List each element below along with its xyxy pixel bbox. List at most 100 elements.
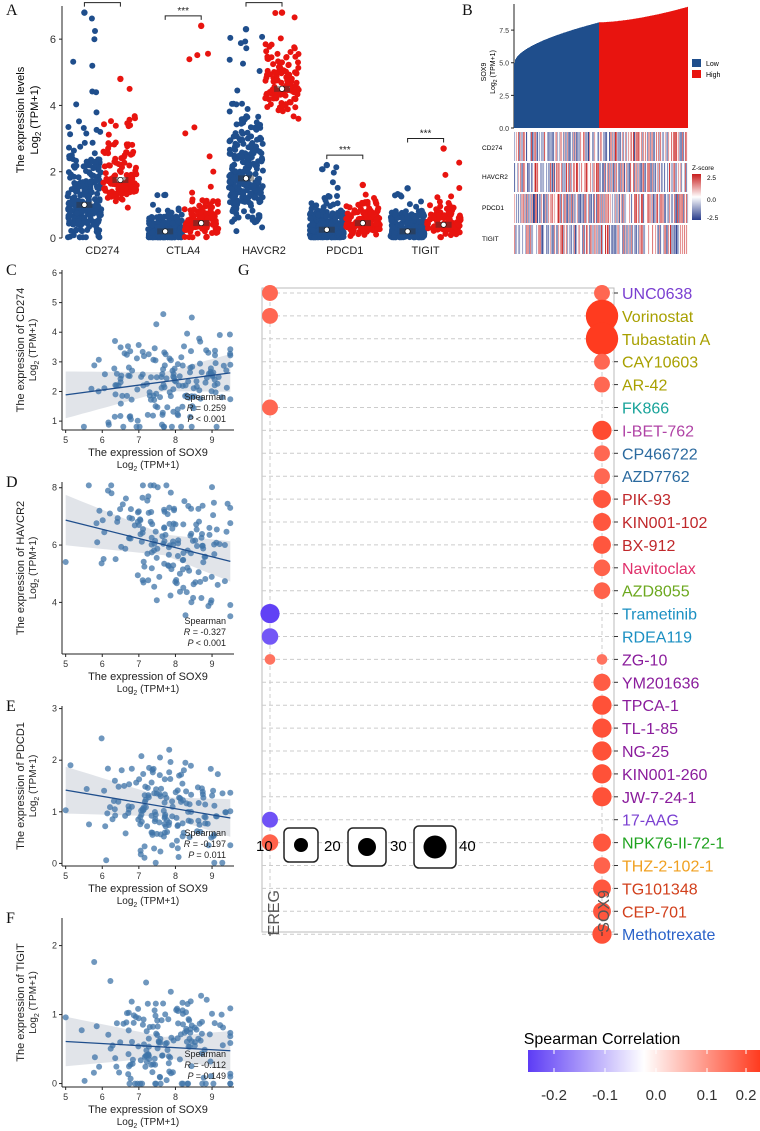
- chart-b-heatmap-cell: [658, 132, 660, 161]
- chart-b-heatmap-cell: [591, 194, 593, 223]
- chart-b-heatmap-cell: [630, 132, 632, 161]
- chart-e-point: [175, 854, 182, 860]
- chart-b-heatmap-cell: [604, 132, 606, 161]
- chart-f-point: [126, 1063, 132, 1070]
- chart-f-point: [164, 1047, 171, 1053]
- chart-a-point: [343, 215, 350, 222]
- chart-g-dot-sox9: [585, 322, 619, 355]
- chart-a-point: [229, 194, 236, 201]
- chart-c-point: [197, 360, 203, 367]
- chart-d-point: [149, 521, 156, 528]
- chart-b-heatmap-cell: [668, 132, 670, 161]
- chart-d-point: [213, 539, 220, 546]
- chart-e-point: [140, 771, 147, 777]
- chart-b-heatmap-cell: [663, 194, 665, 223]
- chart-b-heatmap-cell: [567, 194, 569, 223]
- chart-b-bar-heatmap: 0.02.55.07.5 SOX9 Log2 (TPM+1) Low High …: [481, 4, 721, 254]
- chart-b-heatmap-cell: [640, 225, 642, 254]
- chart-g-drug-label: CP466722: [622, 446, 698, 463]
- chart-a-point: [81, 139, 88, 146]
- chart-b-heatmap-cell: [672, 194, 674, 223]
- chart-g-dot-sox9: [592, 787, 612, 807]
- chart-b-heatmap-cell: [566, 225, 568, 254]
- chart-f-point: [91, 1054, 98, 1061]
- chart-d-point: [139, 482, 146, 489]
- chart-e-point: [172, 789, 179, 796]
- chart-a-point: [93, 177, 99, 184]
- chart-e-point: [104, 810, 111, 817]
- chart-a-point: [205, 50, 211, 57]
- chart-a-median: [198, 220, 205, 226]
- chart-d-point: [154, 545, 161, 552]
- chart-b-heatmap-cell: [558, 194, 560, 223]
- chart-b-heatmap-cell: [665, 132, 667, 161]
- chart-g-column-ereg: EREG: [266, 890, 283, 935]
- chart-e-point: [107, 804, 113, 811]
- chart-f-point: [173, 1007, 180, 1013]
- chart-a-point: [70, 232, 77, 239]
- chart-d-point: [195, 505, 202, 512]
- chart-g-dot-ereg: [262, 399, 278, 416]
- chart-a-point: [93, 109, 100, 116]
- chart-a-point: [255, 113, 262, 120]
- chart-a-point: [449, 205, 456, 212]
- chart-f-point: [146, 1056, 153, 1063]
- chart-a-median: [243, 175, 249, 182]
- chart-d-point: [205, 603, 212, 609]
- chart-b-heatmap-cell: [528, 194, 530, 223]
- chart-b-heatmap-cell: [613, 225, 615, 254]
- chart-b-heatmap-cell: [615, 225, 617, 254]
- chart-f-confidence-band: [65, 1016, 231, 1071]
- chart-a-point: [177, 230, 184, 237]
- chart-b-heatmap-cell: [671, 225, 673, 254]
- chart-a-point: [230, 176, 237, 182]
- chart-c-point: [152, 403, 159, 410]
- chart-e-point: [137, 821, 144, 828]
- chart-d-point: [208, 573, 215, 580]
- chart-g-dot-sox9: [592, 718, 612, 738]
- chart-a-point: [70, 147, 77, 154]
- chart-e-point: [166, 746, 173, 753]
- chart-a-point: [455, 214, 462, 221]
- chart-a-point: [254, 179, 261, 186]
- chart-f-xlabel-2: Log2 (TPM+1): [117, 1117, 180, 1130]
- chart-a-point: [355, 221, 362, 228]
- chart-b-ytick-label: 0.0: [499, 126, 509, 133]
- chart-d-point: [167, 489, 174, 496]
- chart-b-heatmap-cell: [675, 132, 677, 161]
- chart-b-heatmap-cell: [649, 194, 651, 223]
- chart-b-heatmap-cell: [653, 132, 655, 161]
- chart-c-ytick-label: 3: [52, 357, 57, 367]
- chart-a-point: [323, 213, 330, 220]
- chart-e-ylabel: The expression of PDCD1: [15, 722, 27, 850]
- chart-a-point: [259, 140, 266, 147]
- chart-f-point: [220, 1024, 226, 1031]
- chart-a-point: [232, 168, 239, 175]
- chart-b-heatmap-cell: [597, 132, 599, 161]
- chart-a-point: [391, 234, 398, 241]
- chart-f-point: [198, 992, 205, 999]
- chart-e-point: [205, 842, 212, 849]
- chart-d-point: [172, 578, 179, 585]
- chart-e-point: [86, 821, 92, 828]
- chart-c-point: [80, 423, 87, 430]
- chart-b-heatmap-cell: [587, 225, 589, 254]
- chart-a-point: [262, 77, 269, 84]
- chart-b-heatmap-cell: [541, 194, 543, 223]
- chart-a-point: [207, 201, 213, 208]
- chart-b-heatmap-cell: [611, 132, 613, 161]
- chart-b-heatmap-cell: [541, 225, 543, 254]
- chart-b-heatmap-cell: [631, 225, 633, 254]
- chart-a-point: [226, 108, 233, 115]
- chart-f-point: [202, 1080, 209, 1087]
- chart-a-point: [443, 205, 450, 212]
- chart-b-heatmap-cell: [660, 225, 662, 254]
- chart-d-point: [193, 526, 200, 533]
- chart-e-ylabel-2: Log2 (TPM+1): [28, 755, 41, 818]
- chart-b-heatmap-cell: [522, 163, 524, 192]
- chart-b-heatmap-cell: [559, 163, 561, 192]
- chart-f-point: [227, 1005, 234, 1012]
- chart-a-point: [257, 198, 264, 205]
- chart-c-point: [117, 413, 124, 419]
- chart-a-point: [228, 186, 235, 193]
